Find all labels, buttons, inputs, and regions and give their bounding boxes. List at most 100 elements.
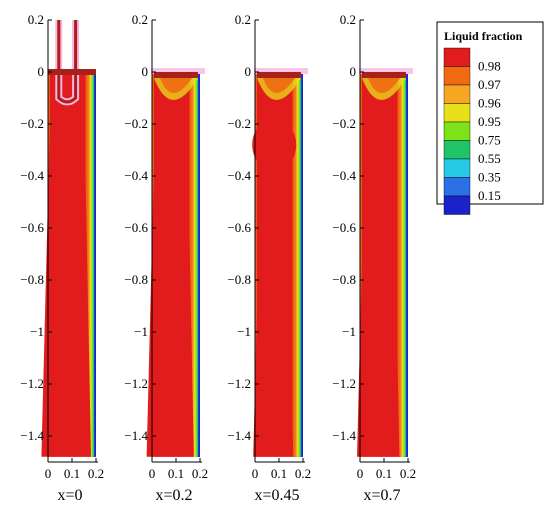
y-tick-label: −0.8 [227,272,251,287]
y-tick-label: −1.2 [124,376,148,391]
legend-label: 0.97 [478,77,501,92]
y-tick-label: −1.2 [227,376,251,391]
outer-wall [301,72,303,457]
legend-label: 0.95 [478,114,501,129]
x-tick-label: 0.1 [64,466,80,481]
outer-wall [94,72,96,457]
panel: 0.20−0.2−0.4−0.6−0.8−1−1.2−1.40 0.1 0.2x=0… [332,12,416,504]
legend-label: 0.55 [478,151,501,166]
y-tick-label: −0.4 [20,168,44,183]
y-tick-label: 0.2 [28,12,44,27]
y-tick-label: −1.4 [20,428,44,443]
y-tick-label: −0.2 [20,116,44,131]
left-edge [360,72,362,457]
panels-group: 0.20−0.2−0.4−0.6−0.8−1−1.2−1.40 0.1 0.2x=0… [20,12,416,504]
legend-swatch [443,47,471,67]
legend-swatch [443,121,471,141]
panel: 0.20−0.2−0.4−0.6−0.8−1−1.2−1.40 0.1 0.2x=0… [124,12,208,504]
panel-label: x=0.2 [155,487,192,504]
y-tick-label: −1 [30,324,44,339]
legend-swatch [443,140,471,160]
y-tick-label: −0.6 [124,220,148,235]
top-cap [48,69,96,75]
x-tick-label: 0.2 [295,466,311,481]
panel: 0.2 0 −0.2 −0.4 −0.6 −0.8 −1 −1.2 −1.4 0 0.1 0.2 x=0 [20,12,104,504]
y-tick-label: −0.8 [332,272,356,287]
y-tick-label: −1 [134,324,148,339]
y-tick-label: −0.2 [124,116,148,131]
outer-wall [406,72,408,457]
y-tick-label: 0 [245,64,252,79]
boundary-band [189,72,193,457]
legend-swatches: 0.98 0.97 0.96 0.95 0.75 0.55 0.35 0.15 [443,47,501,215]
x-tick-label: 0.1 [271,466,287,481]
x-tick-label: 0 [149,466,156,481]
y-tick-label: −1.2 [332,376,356,391]
core-region [41,102,91,457]
panel-label: x=0.7 [363,487,400,504]
top-cap [154,72,198,78]
x-tick-label: 0.2 [88,466,104,481]
melt-bulge [252,118,297,171]
legend-swatch [443,84,471,104]
core-region [253,102,294,457]
panel: 0.20−0.2−0.4−0.6−0.8−1−1.2−1.40 0.1 0.2x=0… [227,12,311,504]
y-tick-label: 0.2 [340,12,356,27]
y-tick-label: −0.6 [227,220,251,235]
legend-label: 0.15 [478,188,501,203]
y-tick-label: 0 [38,64,45,79]
legend: Liquid fraction 0.98 0.97 0.96 0.95 0.75 0.55… [436,21,544,215]
legend-swatch [443,103,471,123]
top-cap-highlight [254,68,308,74]
y-tick-label: −0.8 [124,272,148,287]
x-tick-label: 0 [45,466,52,481]
boundary-band [397,72,401,457]
y-tick-label: 0 [350,64,357,79]
top-cap [257,72,301,78]
x-tick-label: 0 [252,466,259,481]
legend-label: 0.75 [478,133,501,148]
y-tick-label: −1 [342,324,356,339]
cap-transition [263,78,295,93]
x-tick-label: 0 [357,466,364,481]
y-tick-label: −1.4 [227,428,251,443]
top-cap-highlight [359,68,413,74]
legend-title: Liquid fraction [444,29,523,43]
legend-label: 0.98 [478,59,501,74]
x-tick-label: 0.2 [192,466,208,481]
y-tick-label: −0.2 [332,116,356,131]
y-tick-label: −1 [237,324,251,339]
x-tick-label: 0.2 [400,466,416,481]
y-tick-label: −0.6 [332,220,356,235]
legend-swatch [443,66,471,86]
y-tick-label: −0.4 [124,168,148,183]
y-tick-label: −1.2 [20,376,44,391]
x-tick-label: 0.1 [376,466,392,481]
legend-label: 0.96 [478,96,501,111]
boundary-band [295,72,299,457]
boundary-band [192,72,196,457]
y-tick-label: −0.4 [227,168,251,183]
y-tick-label: 0.2 [235,12,251,27]
y-tick-label: −0.8 [20,272,44,287]
cap-transition [160,78,192,93]
top-cap-highlight [151,68,205,74]
y-tick-label: −0.6 [20,220,44,235]
legend-swatch [443,195,471,215]
y-tick-label: 0 [142,64,149,79]
top-cap [362,72,406,78]
core-region [357,102,400,457]
boundary-band [400,72,404,457]
panel-label: x=0.45 [254,487,299,504]
outer-wall [198,72,200,457]
y-tick-label: −1.4 [332,428,356,443]
left-edge [255,72,257,457]
legend-label: 0.35 [478,170,501,185]
y-tick-label: −1.4 [124,428,148,443]
legend-swatch [443,158,471,178]
legend-swatch [443,177,471,197]
boundary-band [88,72,92,457]
cap-transition [368,78,400,93]
x-tick-label: 0.1 [168,466,184,481]
